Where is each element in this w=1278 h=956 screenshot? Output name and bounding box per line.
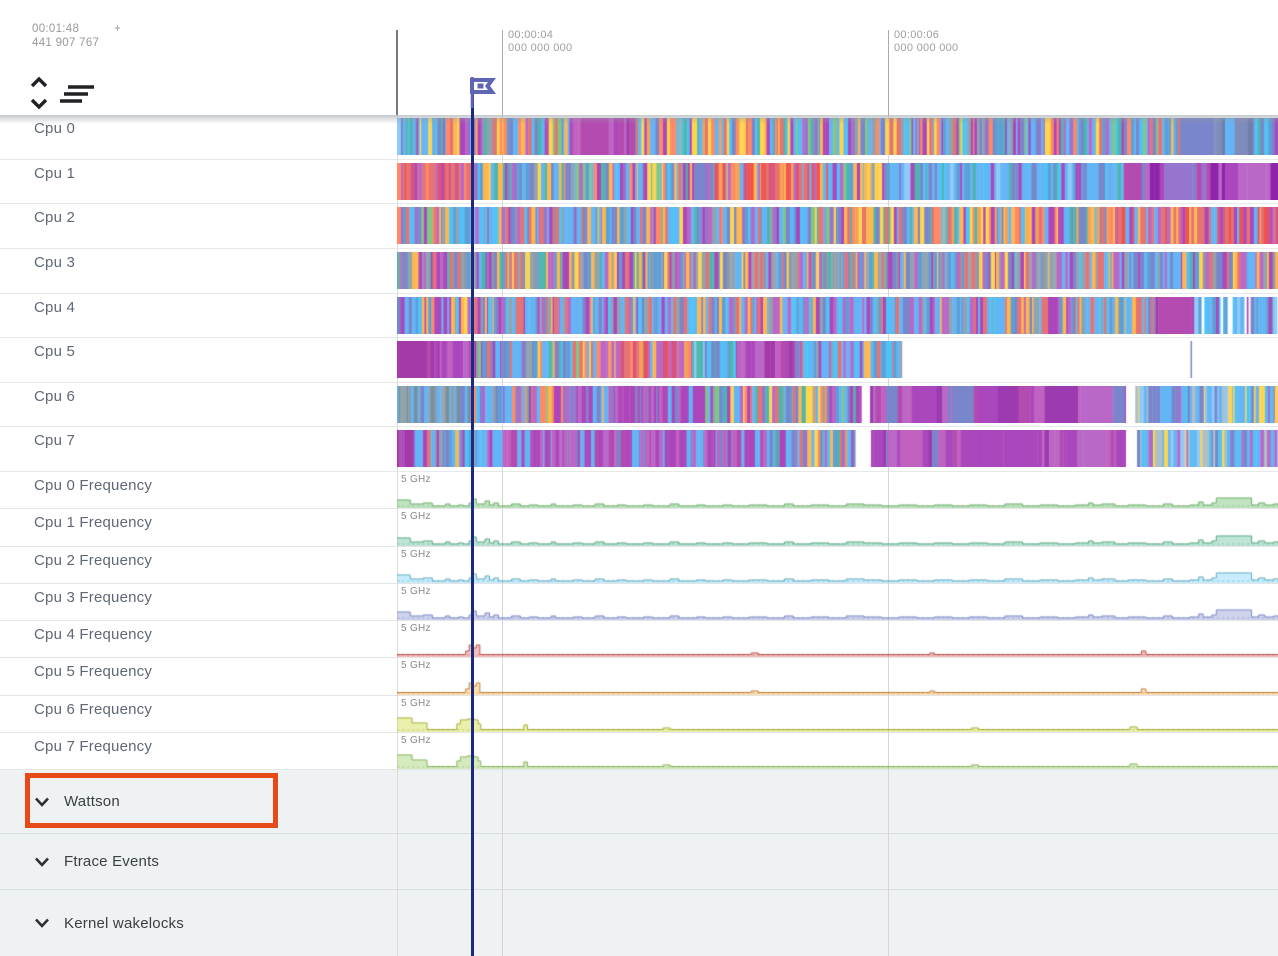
track-name-label[interactable]: Cpu 5 Frequency bbox=[34, 663, 153, 681]
track-timeline[interactable]: 5 GHz bbox=[397, 658, 1278, 695]
track-name-label[interactable]: Cpu 4 bbox=[34, 298, 76, 316]
freq-counter-canvas[interactable] bbox=[397, 658, 1278, 695]
track-timeline[interactable] bbox=[397, 427, 1278, 471]
track-name-label[interactable]: Cpu 2 bbox=[34, 209, 76, 227]
freq-track-row: Cpu 3 Frequency 5 GHz bbox=[0, 584, 1278, 621]
track-timeline[interactable] bbox=[397, 338, 1278, 382]
track-timeline[interactable]: 5 GHz bbox=[397, 733, 1278, 769]
freq-track-row: Cpu 2 Frequency 5 GHz bbox=[0, 546, 1278, 584]
track-timeline[interactable] bbox=[397, 204, 1278, 248]
freq-counter-canvas[interactable] bbox=[397, 546, 1278, 583]
group-name-label: Kernel wakelocks bbox=[64, 914, 184, 932]
sched-slices-canvas[interactable] bbox=[397, 430, 1278, 468]
track-name-label[interactable]: Cpu 7 bbox=[34, 432, 76, 450]
offset-plus-sign: + bbox=[114, 23, 122, 35]
track-name-label[interactable]: Cpu 0 Frequency bbox=[34, 477, 153, 494]
track-timeline[interactable] bbox=[397, 160, 1278, 204]
cpu-track-row: Cpu 1 bbox=[0, 160, 1278, 205]
track-name-label[interactable]: Cpu 2 Frequency bbox=[34, 551, 153, 569]
group-row-ftrace-events[interactable]: Ftrace Events bbox=[0, 834, 1278, 890]
freq-track-row: Cpu 4 Frequency 5 GHz bbox=[0, 621, 1278, 659]
counter-unit-label: 5 GHz bbox=[401, 585, 431, 597]
cpu-track-row: Cpu 5 bbox=[0, 338, 1278, 383]
group-name-label: Wattson bbox=[64, 793, 120, 810]
track-name-label[interactable]: Cpu 7 Frequency bbox=[34, 737, 153, 755]
track-name-label[interactable]: Cpu 3 bbox=[34, 253, 76, 271]
track-timeline[interactable] bbox=[397, 383, 1278, 427]
sort-tracks-icon[interactable] bbox=[58, 84, 96, 104]
sched-slices-canvas[interactable] bbox=[397, 207, 1278, 245]
track-timeline[interactable]: 5 GHz bbox=[397, 584, 1278, 620]
group-name-label: Ftrace Events bbox=[64, 853, 160, 870]
chevron-down-icon[interactable] bbox=[34, 796, 50, 808]
sched-slices-canvas[interactable] bbox=[397, 341, 1278, 379]
group-row-kernel-wakelocks[interactable]: Kernel wakelocks bbox=[0, 890, 1278, 956]
tick-label: 00:00:06 000 000 000 bbox=[894, 29, 959, 54]
counter-unit-label: 5 GHz bbox=[401, 474, 431, 485]
track-name-label[interactable]: Cpu 0 bbox=[34, 120, 76, 137]
track-name-label[interactable]: Cpu 3 Frequency bbox=[34, 588, 153, 606]
track-name-label[interactable]: Cpu 6 Frequency bbox=[34, 700, 153, 718]
track-name-label[interactable]: Cpu 5 bbox=[34, 343, 76, 361]
freq-counter-canvas[interactable] bbox=[397, 509, 1278, 546]
sched-slices-canvas[interactable] bbox=[397, 385, 1278, 423]
cpu-track-row: Cpu 4 bbox=[0, 294, 1278, 339]
track-name-label[interactable]: Cpu 1 Frequency bbox=[34, 514, 153, 532]
sched-slices-canvas[interactable] bbox=[397, 251, 1278, 289]
chevron-down-icon[interactable] bbox=[34, 856, 50, 868]
group-row-wattson[interactable]: Wattson bbox=[0, 770, 1278, 834]
tick-label: 00:00:04 000 000 000 bbox=[508, 29, 573, 54]
counter-unit-label: 5 GHz bbox=[401, 660, 431, 672]
viewport-start-nanos: 441 907 767 bbox=[32, 37, 100, 49]
freq-track-row: Cpu 7 Frequency 5 GHz bbox=[0, 733, 1278, 770]
cpu-track-row: Cpu 2 bbox=[0, 204, 1278, 249]
time-ruler[interactable]: 00:01:48 + 441 907 767 00:00:04 000 000 … bbox=[0, 0, 1278, 115]
freq-counter-canvas[interactable] bbox=[397, 584, 1278, 620]
track-timeline[interactable]: 5 GHz bbox=[397, 621, 1278, 658]
counter-unit-label: 5 GHz bbox=[401, 697, 431, 709]
cpu-track-row: Cpu 3 bbox=[0, 249, 1278, 294]
freq-counter-canvas[interactable] bbox=[397, 621, 1278, 658]
freq-track-row: Cpu 1 Frequency 5 GHz bbox=[0, 509, 1278, 547]
track-timeline[interactable]: 5 GHz bbox=[397, 472, 1278, 509]
track-name-label[interactable]: Cpu 4 Frequency bbox=[34, 626, 153, 643]
freq-counter-canvas[interactable] bbox=[397, 733, 1278, 769]
freq-track-row: Cpu 6 Frequency 5 GHz bbox=[0, 695, 1278, 733]
track-name-label[interactable]: Cpu 1 bbox=[34, 164, 76, 182]
track-timeline[interactable]: 5 GHz bbox=[397, 695, 1278, 732]
freq-track-row: Cpu 5 Frequency 5 GHz bbox=[0, 658, 1278, 696]
counter-unit-label: 5 GHz bbox=[401, 734, 431, 746]
freq-counter-canvas[interactable] bbox=[397, 472, 1278, 509]
sched-slices-canvas[interactable] bbox=[397, 296, 1278, 334]
freq-counter-canvas[interactable] bbox=[397, 695, 1278, 732]
counter-unit-label: 5 GHz bbox=[401, 511, 431, 523]
freq-track-row: Cpu 0 Frequency 5 GHz bbox=[0, 472, 1278, 510]
cpu-track-row: Cpu 6 bbox=[0, 383, 1278, 428]
flag-marker-icon[interactable] bbox=[468, 75, 500, 109]
sched-slices-canvas[interactable] bbox=[397, 118, 1278, 155]
track-timeline[interactable]: 5 GHz bbox=[397, 509, 1278, 546]
chevron-down-icon[interactable] bbox=[34, 917, 50, 929]
track-rows: Cpu 0 Cpu 1 Cpu 2 Cpu 3 Cpu 4 Cpu 5 Cpu 6 Cpu 7… bbox=[0, 115, 1278, 956]
track-timeline[interactable]: 5 GHz bbox=[397, 546, 1278, 583]
track-timeline[interactable] bbox=[397, 294, 1278, 338]
sched-slices-canvas[interactable] bbox=[397, 162, 1278, 200]
cpu-track-row: Cpu 7 bbox=[0, 427, 1278, 472]
track-timeline[interactable] bbox=[397, 249, 1278, 293]
viewport-start-time: 00:01:48 bbox=[32, 23, 80, 35]
track-timeline[interactable] bbox=[397, 115, 1278, 159]
cpu-track-row: Cpu 0 bbox=[0, 115, 1278, 160]
unfold-tracks-icon[interactable] bbox=[28, 76, 50, 110]
track-name-label[interactable]: Cpu 6 bbox=[34, 387, 76, 405]
counter-unit-label: 5 GHz bbox=[401, 548, 431, 560]
counter-unit-label: 5 GHz bbox=[401, 623, 431, 634]
